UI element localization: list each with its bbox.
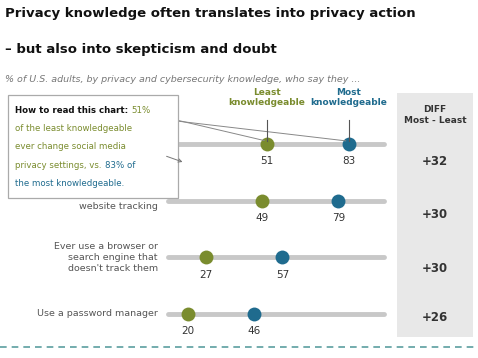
Text: +26: +26 [422, 310, 448, 324]
Text: Most
knowledgeable: Most knowledgeable [310, 88, 387, 107]
Text: – but also into skepticism and doubt: – but also into skepticism and doubt [5, 43, 277, 56]
Text: 20: 20 [182, 326, 195, 336]
Point [258, 198, 266, 203]
Text: 79: 79 [332, 213, 345, 223]
Point [202, 255, 210, 260]
Point [263, 141, 271, 147]
Point [345, 141, 352, 147]
Text: 46: 46 [248, 326, 261, 336]
Text: the most knowledgeable.: the most knowledgeable. [15, 179, 125, 188]
Text: 51%: 51% [131, 106, 151, 115]
Text: Use a password manager: Use a password manager [37, 309, 158, 318]
Point [335, 198, 342, 203]
FancyBboxPatch shape [8, 95, 178, 198]
Text: Ever use a browser or
search engine that
doesn't track them: Ever use a browser or search engine that… [54, 242, 158, 273]
Text: privacy settings, vs.: privacy settings, vs. [15, 161, 105, 170]
Text: DIFF
Most - Least: DIFF Most - Least [403, 105, 467, 125]
Text: How to read this chart:: How to read this chart: [15, 106, 131, 115]
Text: +30: +30 [422, 262, 448, 275]
Text: 49: 49 [255, 213, 269, 223]
Text: 83: 83 [342, 156, 355, 166]
Point [184, 311, 192, 317]
Text: +32: +32 [422, 155, 448, 168]
Text: Privacy knowledge often translates into privacy action: Privacy knowledge often translates into … [5, 7, 415, 20]
Text: ever change social media: ever change social media [15, 142, 126, 151]
Text: Ever change their social
media privacy settings*: Ever change their social media privacy s… [43, 134, 158, 154]
Text: of the least knowledgeable: of the least knowledgeable [15, 124, 132, 133]
Text: 27: 27 [199, 270, 213, 280]
Point [250, 311, 258, 317]
Text: +30: +30 [422, 208, 448, 221]
Text: % of U.S. adults, by privacy and cybersecurity knowledge, who say they ...: % of U.S. adults, by privacy and cyberse… [5, 75, 360, 84]
Text: 83% of: 83% of [105, 161, 135, 170]
Point [279, 255, 286, 260]
Text: 57: 57 [276, 270, 289, 280]
Text: Ever turn off cookies or
website tracking: Ever turn off cookies or website trackin… [47, 190, 158, 211]
Text: 51: 51 [261, 156, 274, 166]
Text: Least
knowledgeable: Least knowledgeable [228, 88, 305, 107]
